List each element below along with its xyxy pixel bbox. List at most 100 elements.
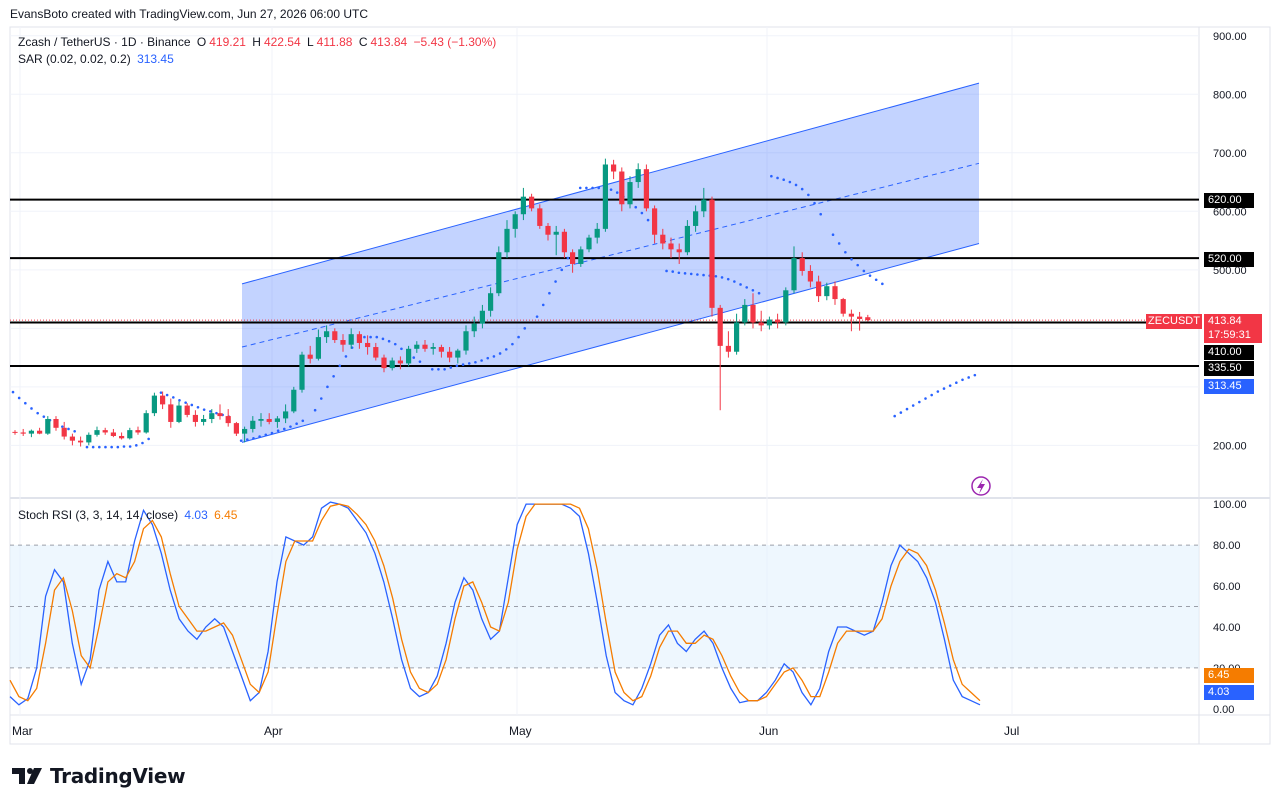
sar-dot: [245, 438, 249, 441]
candle-body: [356, 334, 362, 343]
sar-dot: [258, 435, 261, 438]
stoch-tick-label: 40.00: [1213, 622, 1241, 634]
stoch-tick-label: 100.00: [1213, 499, 1247, 511]
candle-body: [857, 316, 863, 319]
low-value: 411.88: [316, 35, 353, 49]
candle-body: [652, 208, 658, 235]
sar-dot: [98, 445, 101, 449]
sar-dot: [252, 437, 255, 440]
sar-dot: [332, 375, 335, 378]
change-value: −5.43 (−1.30%): [413, 35, 497, 49]
tradingview-logo-icon: [12, 768, 42, 784]
candle-body: [684, 225, 690, 253]
candle-body: [291, 389, 297, 412]
sar-dot: [942, 387, 946, 390]
candle-body: [135, 430, 141, 433]
sar-dot: [498, 352, 502, 355]
sar-dot: [480, 359, 483, 362]
sar-dot: [683, 272, 687, 275]
lightning-icon[interactable]: [971, 476, 991, 496]
sar-dot: [523, 327, 527, 330]
sar-dot: [11, 390, 15, 394]
main-pane-frame: [9, 26, 1271, 745]
sar-dot: [61, 425, 64, 428]
sar-dot: [794, 183, 798, 187]
sar-dot: [899, 411, 903, 414]
open-label: O: [196, 35, 207, 49]
sar-dot: [745, 286, 749, 289]
sar-dot: [85, 445, 89, 449]
sar-dot: [800, 187, 804, 191]
candle-body: [168, 404, 174, 422]
candle-body: [192, 414, 198, 422]
candle-body: [250, 420, 256, 429]
candle-body: [750, 304, 756, 323]
horizontal-grid: [10, 35, 1199, 446]
candle-body: [619, 171, 625, 205]
sar-dot: [375, 335, 379, 339]
sar-dot: [566, 256, 570, 260]
sar-dot: [147, 437, 150, 441]
candle-body: [86, 434, 92, 443]
sar-dot: [159, 391, 163, 394]
sar-dot: [541, 303, 545, 307]
close-value: 413.84: [370, 35, 408, 49]
candle-body: [529, 196, 535, 209]
channel-middle-line: [241, 162, 980, 348]
sar-dot: [751, 288, 755, 292]
sar-dot: [24, 401, 27, 405]
sar-dot: [461, 363, 465, 366]
ticker-tag[interactable]: ZECUSDT: [1146, 314, 1202, 329]
candle-body: [775, 319, 781, 323]
tradingview-logo[interactable]: TradingView: [12, 764, 186, 788]
candle-body: [824, 286, 830, 297]
high-label: H: [252, 35, 261, 49]
sar-dot: [924, 397, 927, 400]
sar-dot: [165, 393, 169, 397]
sar-dot: [369, 335, 372, 339]
sar-label[interactable]: SAR (0.02, 0.02, 0.2): [18, 52, 131, 66]
candle-body: [570, 252, 576, 264]
sar-dot: [344, 355, 348, 358]
candle-body: [45, 419, 51, 434]
sar-dot: [615, 191, 619, 194]
candle-body: [110, 432, 116, 436]
sar-dot: [474, 360, 477, 364]
level-520-tag: 520.00: [1204, 252, 1254, 267]
channel-fill: [242, 83, 979, 443]
sar-dot: [782, 178, 786, 182]
candle-body: [602, 164, 608, 229]
sar-dot: [881, 282, 884, 286]
sar-dot: [770, 174, 773, 178]
sar-dot: [702, 273, 705, 277]
sar-dot: [30, 407, 33, 410]
sar-dot: [418, 360, 422, 363]
sar-dot: [868, 274, 872, 277]
stoch-label[interactable]: Stoch RSI (3, 3, 14, 14, close): [18, 508, 179, 522]
time-scale-labels: Mar Apr May Jun Jul: [12, 724, 1019, 738]
regression-channel[interactable]: [241, 82, 980, 443]
sar-dot: [677, 271, 681, 275]
sar-dot: [141, 441, 144, 445]
symbol-title[interactable]: Zcash / TetherUS · 1D · Binance: [18, 35, 191, 49]
sar-dot: [597, 186, 601, 190]
sar-dot: [739, 283, 742, 286]
sar-dot: [282, 427, 286, 431]
candle-body: [299, 354, 305, 390]
channel-lower-line: [241, 243, 980, 443]
level-620-tag: 620.00: [1204, 193, 1254, 208]
candle-body: [488, 293, 494, 311]
sar-dot: [862, 269, 866, 273]
channel-upper-line: [241, 82, 980, 285]
sar-dot: [208, 410, 212, 413]
sar-dot: [874, 278, 878, 282]
candle-body: [389, 360, 395, 369]
sar-dot: [215, 411, 218, 415]
candle-body: [447, 351, 453, 358]
candle-body: [537, 208, 543, 226]
candle-body: [430, 347, 436, 349]
candle-body: [463, 331, 469, 351]
sar-dot: [67, 427, 70, 431]
